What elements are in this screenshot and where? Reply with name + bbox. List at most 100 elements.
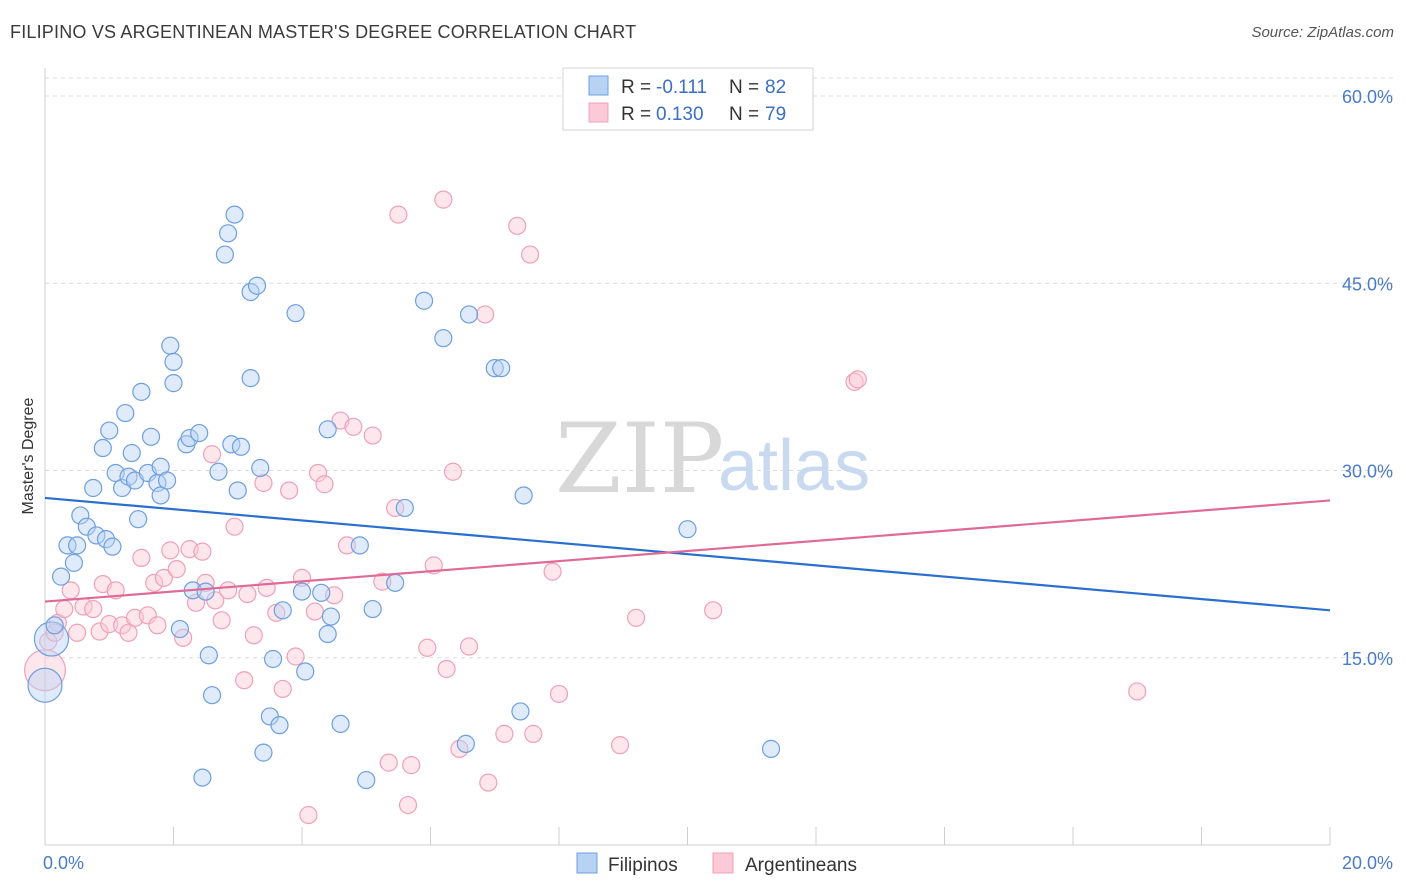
filipino-point	[386, 573, 405, 592]
argentinean-point	[145, 573, 164, 592]
filipino-point	[219, 224, 238, 243]
filipino-point	[196, 582, 215, 601]
filipino-point	[116, 403, 135, 423]
argentinean-point	[398, 795, 418, 815]
argentinean-point	[610, 736, 630, 755]
filipino-point	[286, 304, 305, 323]
filipino-point	[251, 458, 270, 478]
filipino-point	[263, 649, 283, 669]
argentinean-point	[379, 753, 398, 772]
filipino-point	[318, 624, 337, 644]
argentinean-point	[202, 445, 222, 464]
legend-n-value-argentineans: 79	[765, 104, 786, 125]
filipino-point	[193, 768, 212, 787]
argentinean-point	[55, 599, 74, 619]
argentinean-point	[508, 216, 527, 235]
argentinean-point	[386, 498, 405, 518]
filipino-point	[678, 520, 697, 539]
filipino-point	[202, 686, 222, 705]
argentinean-point	[305, 602, 324, 621]
argentinean-point	[235, 671, 254, 690]
argentinean-point	[495, 724, 514, 743]
filipino-point	[100, 421, 119, 440]
argentinean-point	[280, 481, 299, 500]
filipino-point	[190, 423, 209, 443]
argentinean-point	[273, 679, 292, 699]
argentinean-point	[308, 463, 328, 483]
argentinean-point	[45, 623, 64, 642]
argentinean-point	[119, 623, 138, 642]
legend-n-label-filipinos: N =	[729, 77, 759, 98]
watermark-zip: ZIP	[555, 403, 724, 515]
filipino-point	[87, 526, 106, 545]
filipino-point	[209, 462, 228, 481]
argentinean-point	[238, 584, 257, 604]
legend-n-label-argentineans: N =	[729, 104, 759, 125]
filipino-point	[231, 437, 251, 456]
filipino-point	[68, 536, 87, 555]
x-tick-label: 20.0%	[1342, 853, 1393, 873]
filipino-point	[45, 616, 64, 635]
legend-r-value-argentineans: 0.130	[656, 104, 704, 125]
y-tick-label: 15.0%	[1342, 649, 1393, 669]
argentinean-point	[443, 462, 463, 481]
watermark: ZIP atlas	[555, 403, 870, 515]
legend-r-label-argentineans: R =	[621, 104, 651, 125]
filipino-point	[96, 530, 116, 549]
filipino-point	[33, 621, 70, 657]
bottom-legend-filipinos: Filipinos	[608, 855, 678, 876]
legend: R = -0.111 N = 82 R = 0.130 N = 79	[562, 67, 814, 131]
argentinean-point	[437, 659, 456, 679]
argentinean-point	[167, 560, 186, 579]
argentinean-point	[161, 541, 180, 560]
argentinean-point	[90, 622, 109, 641]
argentinean-point	[845, 372, 864, 391]
argentinean-point	[459, 637, 479, 656]
argentinean-point	[479, 773, 498, 792]
argentinean-point	[254, 473, 273, 493]
filipino-point	[247, 276, 267, 295]
argentinean-point	[524, 724, 543, 743]
filipino-point	[414, 291, 434, 310]
argentinean-point	[286, 647, 305, 666]
argentinean-point	[626, 608, 646, 627]
filipino-point	[273, 601, 292, 620]
filipino-point	[161, 336, 180, 355]
filipino-point	[225, 205, 244, 224]
filipino-point	[164, 374, 183, 393]
argentinean-point	[193, 542, 212, 561]
filipino-point	[459, 305, 479, 324]
argentinean-point	[402, 756, 421, 775]
filipino-point	[164, 352, 183, 371]
filipino-point	[84, 478, 103, 498]
filipino-point	[357, 770, 376, 790]
filipino-point	[64, 553, 84, 572]
filipino-point	[363, 599, 382, 619]
filipino-point	[141, 427, 161, 446]
argentinean-point	[68, 623, 87, 642]
argentinean-point	[543, 562, 562, 581]
filipino-point	[199, 646, 218, 665]
source-label: Source: ZipAtlas.com	[1251, 24, 1394, 41]
argentinean-point	[148, 616, 167, 635]
argentinean-point	[138, 606, 157, 625]
legend-r-value-filipinos: -0.111	[656, 77, 707, 98]
argentinean-point	[244, 626, 263, 645]
argentinean-point	[848, 370, 867, 389]
argentinean-point	[476, 305, 495, 324]
grid	[45, 77, 1395, 659]
argentinean-point	[84, 599, 103, 619]
filipino-point	[485, 359, 504, 378]
filipino-point	[58, 536, 77, 555]
filipino-point	[318, 420, 337, 439]
filipino-point	[761, 739, 781, 758]
legend-swatch-argentineans	[588, 102, 609, 123]
argentinean-point	[212, 611, 231, 630]
filipino-point	[215, 245, 234, 264]
argentinean-point	[219, 581, 238, 600]
argentinean-point	[389, 205, 408, 224]
argentinean-point	[337, 536, 357, 555]
argentinean-point	[434, 190, 453, 209]
filipino-point	[129, 510, 148, 529]
argentinean-point	[373, 572, 392, 591]
